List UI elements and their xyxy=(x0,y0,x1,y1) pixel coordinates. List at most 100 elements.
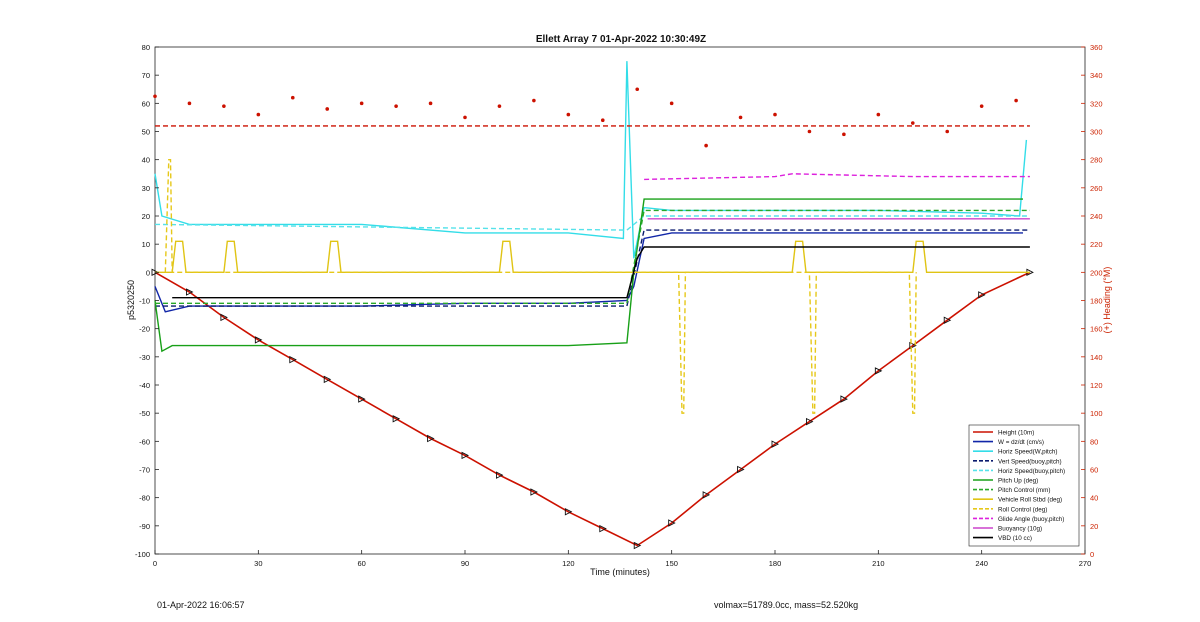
heading-point xyxy=(910,121,915,125)
y-tick-label: 60 xyxy=(142,99,150,108)
heading-point xyxy=(497,104,502,108)
x-tick-label: 90 xyxy=(461,559,469,568)
y-tick-label: 10 xyxy=(142,240,150,249)
y-axis-right-label: (+) Heading (°M) xyxy=(1102,267,1112,334)
height-marker xyxy=(668,519,676,527)
heading-point xyxy=(394,104,398,108)
y-right-tick-label: 0 xyxy=(1090,550,1094,559)
height-marker xyxy=(427,434,435,443)
y-tick-label: -80 xyxy=(139,494,150,503)
legend-box xyxy=(968,424,1080,547)
heading-point xyxy=(1014,98,1018,103)
y-tick-label: -90 xyxy=(139,522,150,531)
x-tick-label: 210 xyxy=(872,559,885,568)
x-tick-label: 60 xyxy=(357,559,365,568)
x-tick-label: 150 xyxy=(665,559,678,568)
y-right-tick-label: 180 xyxy=(1090,297,1103,306)
heading-point xyxy=(428,101,433,106)
y-axis-label: p5320250 xyxy=(126,280,136,320)
heading-point xyxy=(222,104,226,108)
y-axis-left: 80 70 60 50 40 30 20 10 0 -10 -20 -30 -40 -50 -60 -70 -8… xyxy=(135,43,159,559)
heading-point xyxy=(842,132,846,137)
y-tick-label: -20 xyxy=(139,325,150,334)
x-tick-label: 270 xyxy=(1079,559,1092,568)
heading-point xyxy=(635,87,640,92)
heading-point xyxy=(669,101,674,106)
legend-entry: Buoyancy (10g) xyxy=(998,526,1042,533)
height-marker xyxy=(530,488,538,496)
series-line-3 xyxy=(155,229,1030,307)
y-right-tick-label: 320 xyxy=(1090,99,1103,108)
y-tick-label: 50 xyxy=(142,128,150,137)
series-layer xyxy=(151,61,1034,550)
height-marker xyxy=(840,395,848,403)
height-marker xyxy=(323,375,332,384)
height-marker xyxy=(909,341,917,350)
legend-entry: Horiz Speed(W,pitch) xyxy=(998,449,1058,456)
series-line-8 xyxy=(164,158,917,414)
heading-point xyxy=(256,112,261,117)
series-line-11 xyxy=(172,246,1030,299)
height-marker xyxy=(461,451,470,460)
chart-title: Ellett Array 7 01-Apr-2022 10:30:49Z xyxy=(536,34,706,45)
legend-entry: Glide Angle (buoy,pitch) xyxy=(998,516,1064,523)
y-tick-label: 80 xyxy=(142,43,150,52)
y-tick-label: 20 xyxy=(142,212,150,221)
height-marker xyxy=(702,491,711,499)
legend-entry: Pitch Up (deg) xyxy=(998,478,1038,485)
heading-point xyxy=(359,101,364,106)
y-right-tick-label: 360 xyxy=(1090,43,1103,52)
height-marker xyxy=(392,415,401,423)
y-tick-label: -30 xyxy=(139,353,150,362)
height-marker xyxy=(185,288,194,296)
height-marker xyxy=(737,465,745,474)
y-right-tick-label: 80 xyxy=(1090,437,1098,446)
y-axis-right: 0 20 40 60 80 100 120 140 160 180 200 220 240 260 280 3… xyxy=(1081,43,1103,559)
y-right-tick-label: 120 xyxy=(1090,381,1103,390)
legend-entry: Vert Speed(buoy,pitch) xyxy=(998,458,1062,465)
y-right-tick-label: 340 xyxy=(1090,71,1103,80)
heading-point xyxy=(187,101,192,106)
legend-entry: Pitch Control (mm) xyxy=(998,487,1050,494)
heading-point xyxy=(532,98,536,103)
y-tick-label: -50 xyxy=(139,409,150,418)
series-line-4 xyxy=(154,215,1030,231)
height-marker xyxy=(289,355,297,364)
y-right-tick-label: 300 xyxy=(1090,128,1103,137)
heading-point xyxy=(876,112,881,117)
heading-point xyxy=(600,118,605,123)
y-right-tick-label: 20 xyxy=(1090,522,1098,531)
y-tick-label: -40 xyxy=(139,381,150,390)
y-tick-label: -70 xyxy=(139,466,150,475)
legend-entry: VBD (10 cc) xyxy=(998,535,1032,542)
heading-point xyxy=(807,129,812,134)
legend-entry: Vehicle Roll Stbd (deg) xyxy=(998,497,1062,504)
footer-timestamp: 01-Apr-2022 16:06:57 xyxy=(157,600,245,610)
series-line-2 xyxy=(154,61,1028,259)
legend-entry: W = dz/dt (cm/s) xyxy=(998,439,1044,446)
height-marker xyxy=(943,316,952,324)
x-tick-label: 30 xyxy=(254,559,262,568)
height-marker xyxy=(978,291,986,299)
height-marker xyxy=(633,541,642,550)
x-axis-label: Time (minutes) xyxy=(590,567,650,577)
y-tick-label: 0 xyxy=(146,268,150,277)
y-right-tick-label: 100 xyxy=(1090,409,1103,418)
height-marker xyxy=(874,367,883,375)
height-marker xyxy=(254,336,263,344)
height-marker xyxy=(599,524,607,533)
height-marker xyxy=(805,417,814,426)
series-line-5 xyxy=(154,198,1023,353)
y-right-tick-label: 140 xyxy=(1090,353,1103,362)
heading-point xyxy=(290,95,295,100)
height-marker xyxy=(771,440,780,448)
y-right-tick-label: 260 xyxy=(1090,184,1103,193)
series-line-7 xyxy=(155,240,1030,273)
y-right-tick-label: 160 xyxy=(1090,325,1103,334)
x-tick-label: 180 xyxy=(769,559,782,568)
height-marker xyxy=(495,471,504,479)
y-tick-label: 40 xyxy=(142,156,150,165)
y-tick-label: -100 xyxy=(135,550,150,559)
height-marker xyxy=(564,508,573,516)
y-right-tick-label: 200 xyxy=(1090,268,1103,277)
